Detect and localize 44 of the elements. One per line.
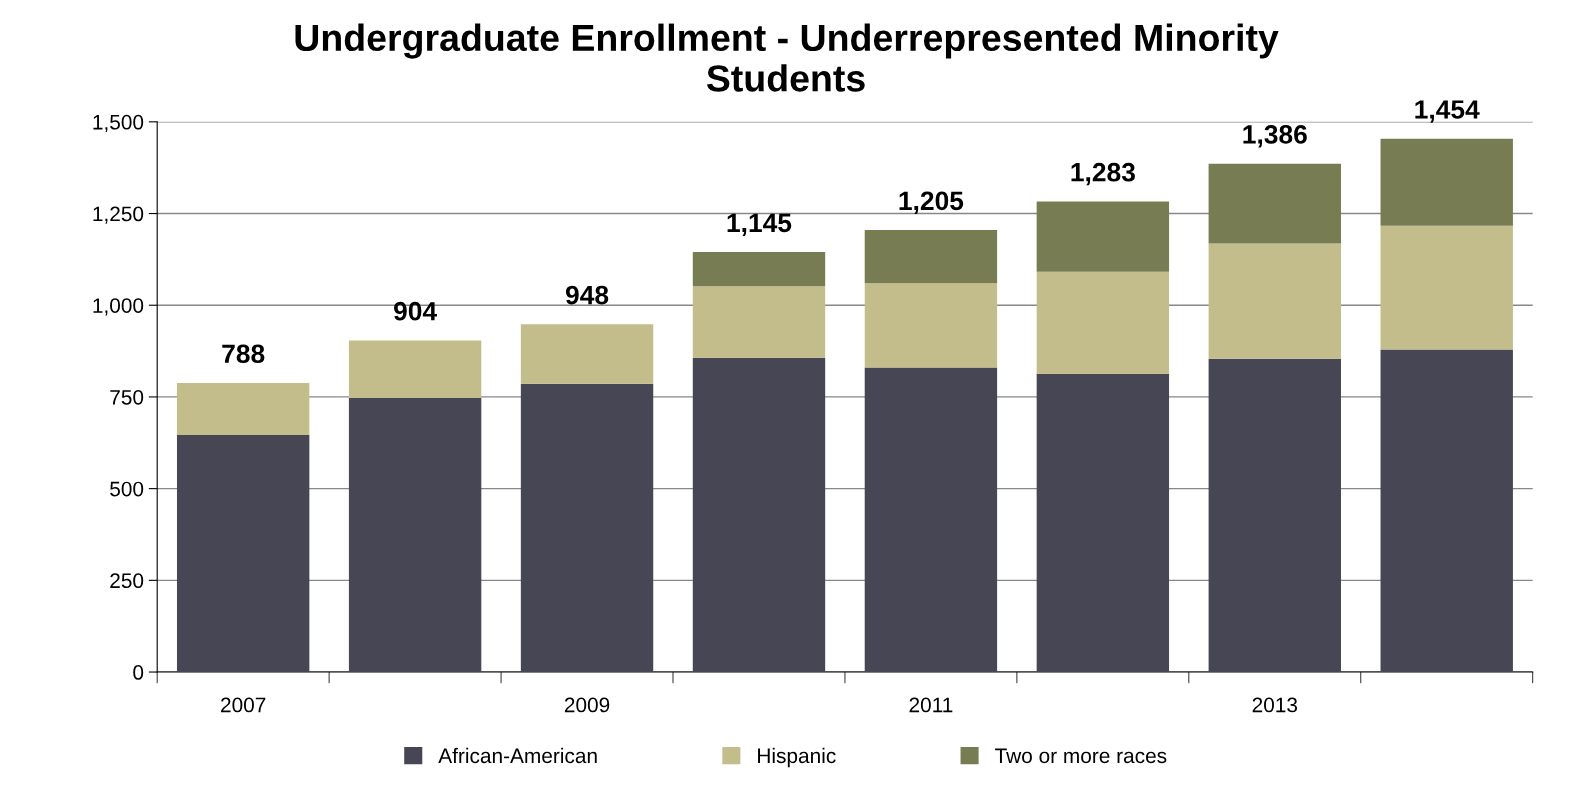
bar	[176, 382, 310, 436]
bar	[692, 286, 826, 358]
total-label: 904	[394, 301, 437, 321]
chart-title: Undergraduate Enrollment - Underrepresented Minority Students	[295, 23, 1279, 92]
bar	[864, 283, 998, 368]
bar	[692, 252, 826, 287]
total-label: 948	[565, 285, 609, 305]
bar	[520, 324, 654, 384]
y-tick-label: 0	[133, 665, 144, 680]
bar	[864, 367, 998, 673]
bar	[520, 383, 654, 673]
legend-label: Two or more races	[995, 748, 1167, 764]
y-tick-label: 750	[110, 389, 144, 405]
total-label: 1,205	[899, 191, 964, 214]
bar	[1208, 163, 1341, 244]
bar	[176, 435, 310, 673]
bar	[1036, 201, 1170, 272]
total-label: 1,145	[727, 213, 792, 236]
bar	[864, 230, 998, 284]
total-label: 1,454	[1415, 100, 1480, 123]
bar	[348, 398, 482, 673]
x-tick-label: 2011	[909, 697, 953, 713]
x-tick-label: 2007	[221, 697, 266, 713]
bar	[348, 340, 482, 399]
bar	[1036, 271, 1170, 374]
x-tick-label: 2009	[564, 697, 610, 713]
total-label: 1,283	[1071, 162, 1135, 186]
y-tick-label: 250	[110, 573, 144, 589]
bar	[692, 357, 826, 673]
total-label: 788	[222, 344, 265, 364]
y-tick-label: 1,500	[93, 114, 144, 133]
y-tick-label: 1,250	[93, 206, 144, 224]
total-label: 1,386	[1243, 125, 1307, 148]
y-tick-label: 500	[110, 481, 144, 497]
legend-label: African-American	[438, 747, 597, 764]
legend-label: Hispanic	[758, 747, 836, 768]
bar	[1380, 138, 1513, 226]
bar	[1036, 373, 1170, 673]
bar	[1380, 349, 1513, 673]
bar	[1380, 225, 1513, 350]
y-tick-label: 1,000	[93, 298, 144, 316]
bar	[1208, 358, 1341, 673]
bar	[1208, 243, 1341, 359]
x-tick-label: 2013	[1252, 697, 1298, 713]
